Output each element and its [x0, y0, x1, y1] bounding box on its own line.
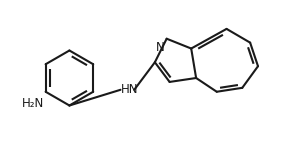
Text: H₂N: H₂N [21, 97, 44, 110]
Text: HN: HN [120, 83, 138, 96]
Text: N: N [156, 41, 165, 54]
